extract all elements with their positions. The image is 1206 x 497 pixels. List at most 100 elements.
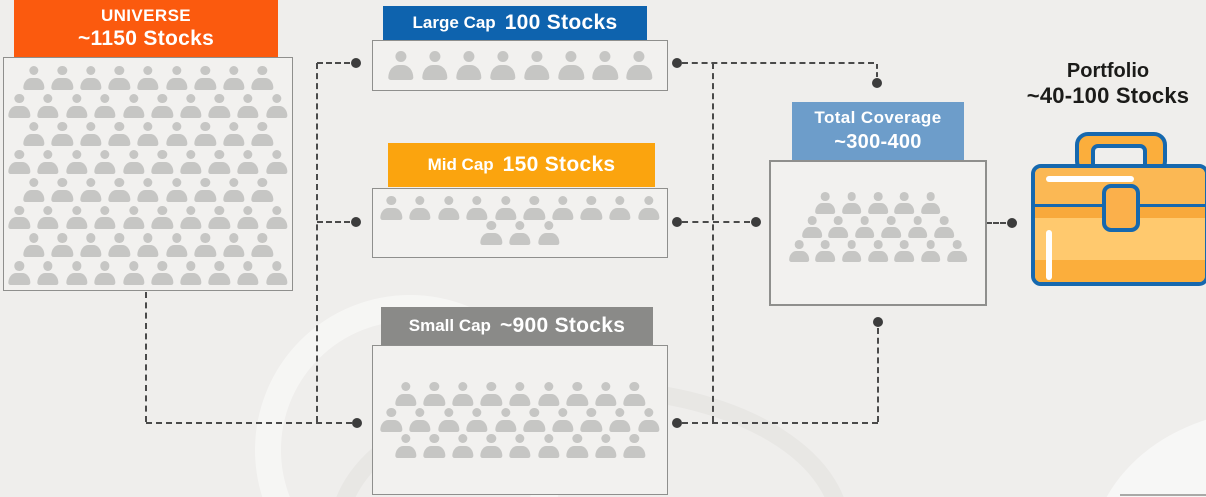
connector-dot	[672, 58, 682, 68]
person-icon	[235, 261, 261, 285]
person-icon	[436, 408, 462, 432]
person-icon	[221, 178, 247, 202]
person-icon	[149, 206, 175, 230]
person-icon-row	[5, 261, 291, 285]
connector-small-to-coverage	[682, 422, 878, 424]
person-icon	[593, 382, 619, 406]
person-icon	[264, 206, 290, 230]
person-icon	[464, 196, 490, 220]
small-cap-count: ~900 Stocks	[499, 314, 626, 337]
briefcase-highlight-side	[1046, 230, 1052, 280]
person-icon	[453, 51, 484, 80]
universe-people-box	[3, 57, 293, 291]
connector-universe-drop	[145, 292, 147, 422]
person-icon	[419, 51, 450, 80]
connector-large-to-coverage	[682, 62, 874, 64]
person-icon-row	[19, 122, 276, 146]
person-icon	[35, 94, 61, 118]
person-icon	[206, 261, 232, 285]
small-cap-header: Small Cap ~900 Stocks	[381, 307, 653, 345]
person-icon	[840, 240, 864, 262]
bottom-edge-line	[1120, 494, 1206, 496]
person-icon	[149, 150, 175, 174]
connector-mid-to-coverage	[682, 221, 750, 223]
person-icon-row	[812, 192, 944, 214]
person-icon	[164, 66, 190, 90]
person-icon	[35, 206, 61, 230]
person-icon	[49, 178, 75, 202]
person-icon	[49, 233, 75, 257]
person-icon	[478, 434, 504, 458]
person-icon	[892, 240, 916, 262]
person-icon	[249, 66, 275, 90]
total-coverage-people-box	[769, 160, 987, 306]
person-icon	[493, 408, 519, 432]
person-icon	[106, 178, 132, 202]
person-icon	[826, 216, 850, 238]
small-cap-people-box	[372, 345, 668, 495]
person-icon	[478, 221, 504, 245]
connector-dot	[351, 217, 361, 227]
person-icon	[393, 434, 419, 458]
person-icon	[149, 94, 175, 118]
person-icon	[135, 66, 161, 90]
person-icon	[178, 94, 204, 118]
person-icon	[49, 66, 75, 90]
person-icon	[607, 408, 633, 432]
person-icon	[192, 178, 218, 202]
connector-coverage-top-drop	[876, 64, 878, 77]
person-icon	[235, 94, 261, 118]
connector-left-rail	[316, 63, 318, 422]
person-icon	[593, 434, 619, 458]
person-icon	[192, 233, 218, 257]
connector-dot	[672, 418, 682, 428]
person-icon	[121, 94, 147, 118]
person-icon	[135, 233, 161, 257]
person-icon	[621, 434, 647, 458]
person-icon	[92, 261, 118, 285]
person-icon-row	[5, 150, 291, 174]
person-icon	[866, 240, 890, 262]
person-icon	[164, 122, 190, 146]
person-icon-row	[19, 178, 276, 202]
person-icon	[906, 216, 930, 238]
mid-cap-count: 150 Stocks	[502, 153, 616, 176]
person-icon	[135, 122, 161, 146]
person-icon	[522, 51, 553, 80]
person-icon	[164, 233, 190, 257]
person-icon	[800, 216, 824, 238]
connector-right-rail	[712, 63, 714, 422]
person-icon	[578, 408, 604, 432]
person-icon	[590, 51, 621, 80]
person-icon	[621, 382, 647, 406]
person-icon	[178, 261, 204, 285]
person-icon	[92, 150, 118, 174]
person-icon	[879, 216, 903, 238]
connector-dot	[751, 217, 761, 227]
total-coverage-count: ~300-400	[834, 131, 922, 154]
person-icon	[6, 261, 32, 285]
person-icon	[787, 240, 811, 262]
person-icon	[507, 434, 533, 458]
person-icon-row	[5, 94, 291, 118]
person-icon-row	[5, 206, 291, 230]
person-icon	[507, 382, 533, 406]
person-icon	[407, 196, 433, 220]
large-cap-header: Large Cap 100 Stocks	[383, 6, 647, 40]
person-icon	[78, 178, 104, 202]
person-icon	[6, 206, 32, 230]
person-icon	[135, 178, 161, 202]
person-icon	[556, 51, 587, 80]
person-icon	[578, 196, 604, 220]
person-icon	[206, 206, 232, 230]
mid-cap-header: Mid Cap 150 Stocks	[388, 143, 655, 187]
mid-cap-people-box	[372, 188, 668, 258]
person-icon	[21, 66, 47, 90]
connector-stub-large	[317, 62, 350, 64]
portfolio-title: Portfolio	[1066, 60, 1150, 82]
person-icon	[121, 261, 147, 285]
person-icon	[378, 196, 404, 220]
person-icon	[21, 233, 47, 257]
person-icon	[106, 233, 132, 257]
